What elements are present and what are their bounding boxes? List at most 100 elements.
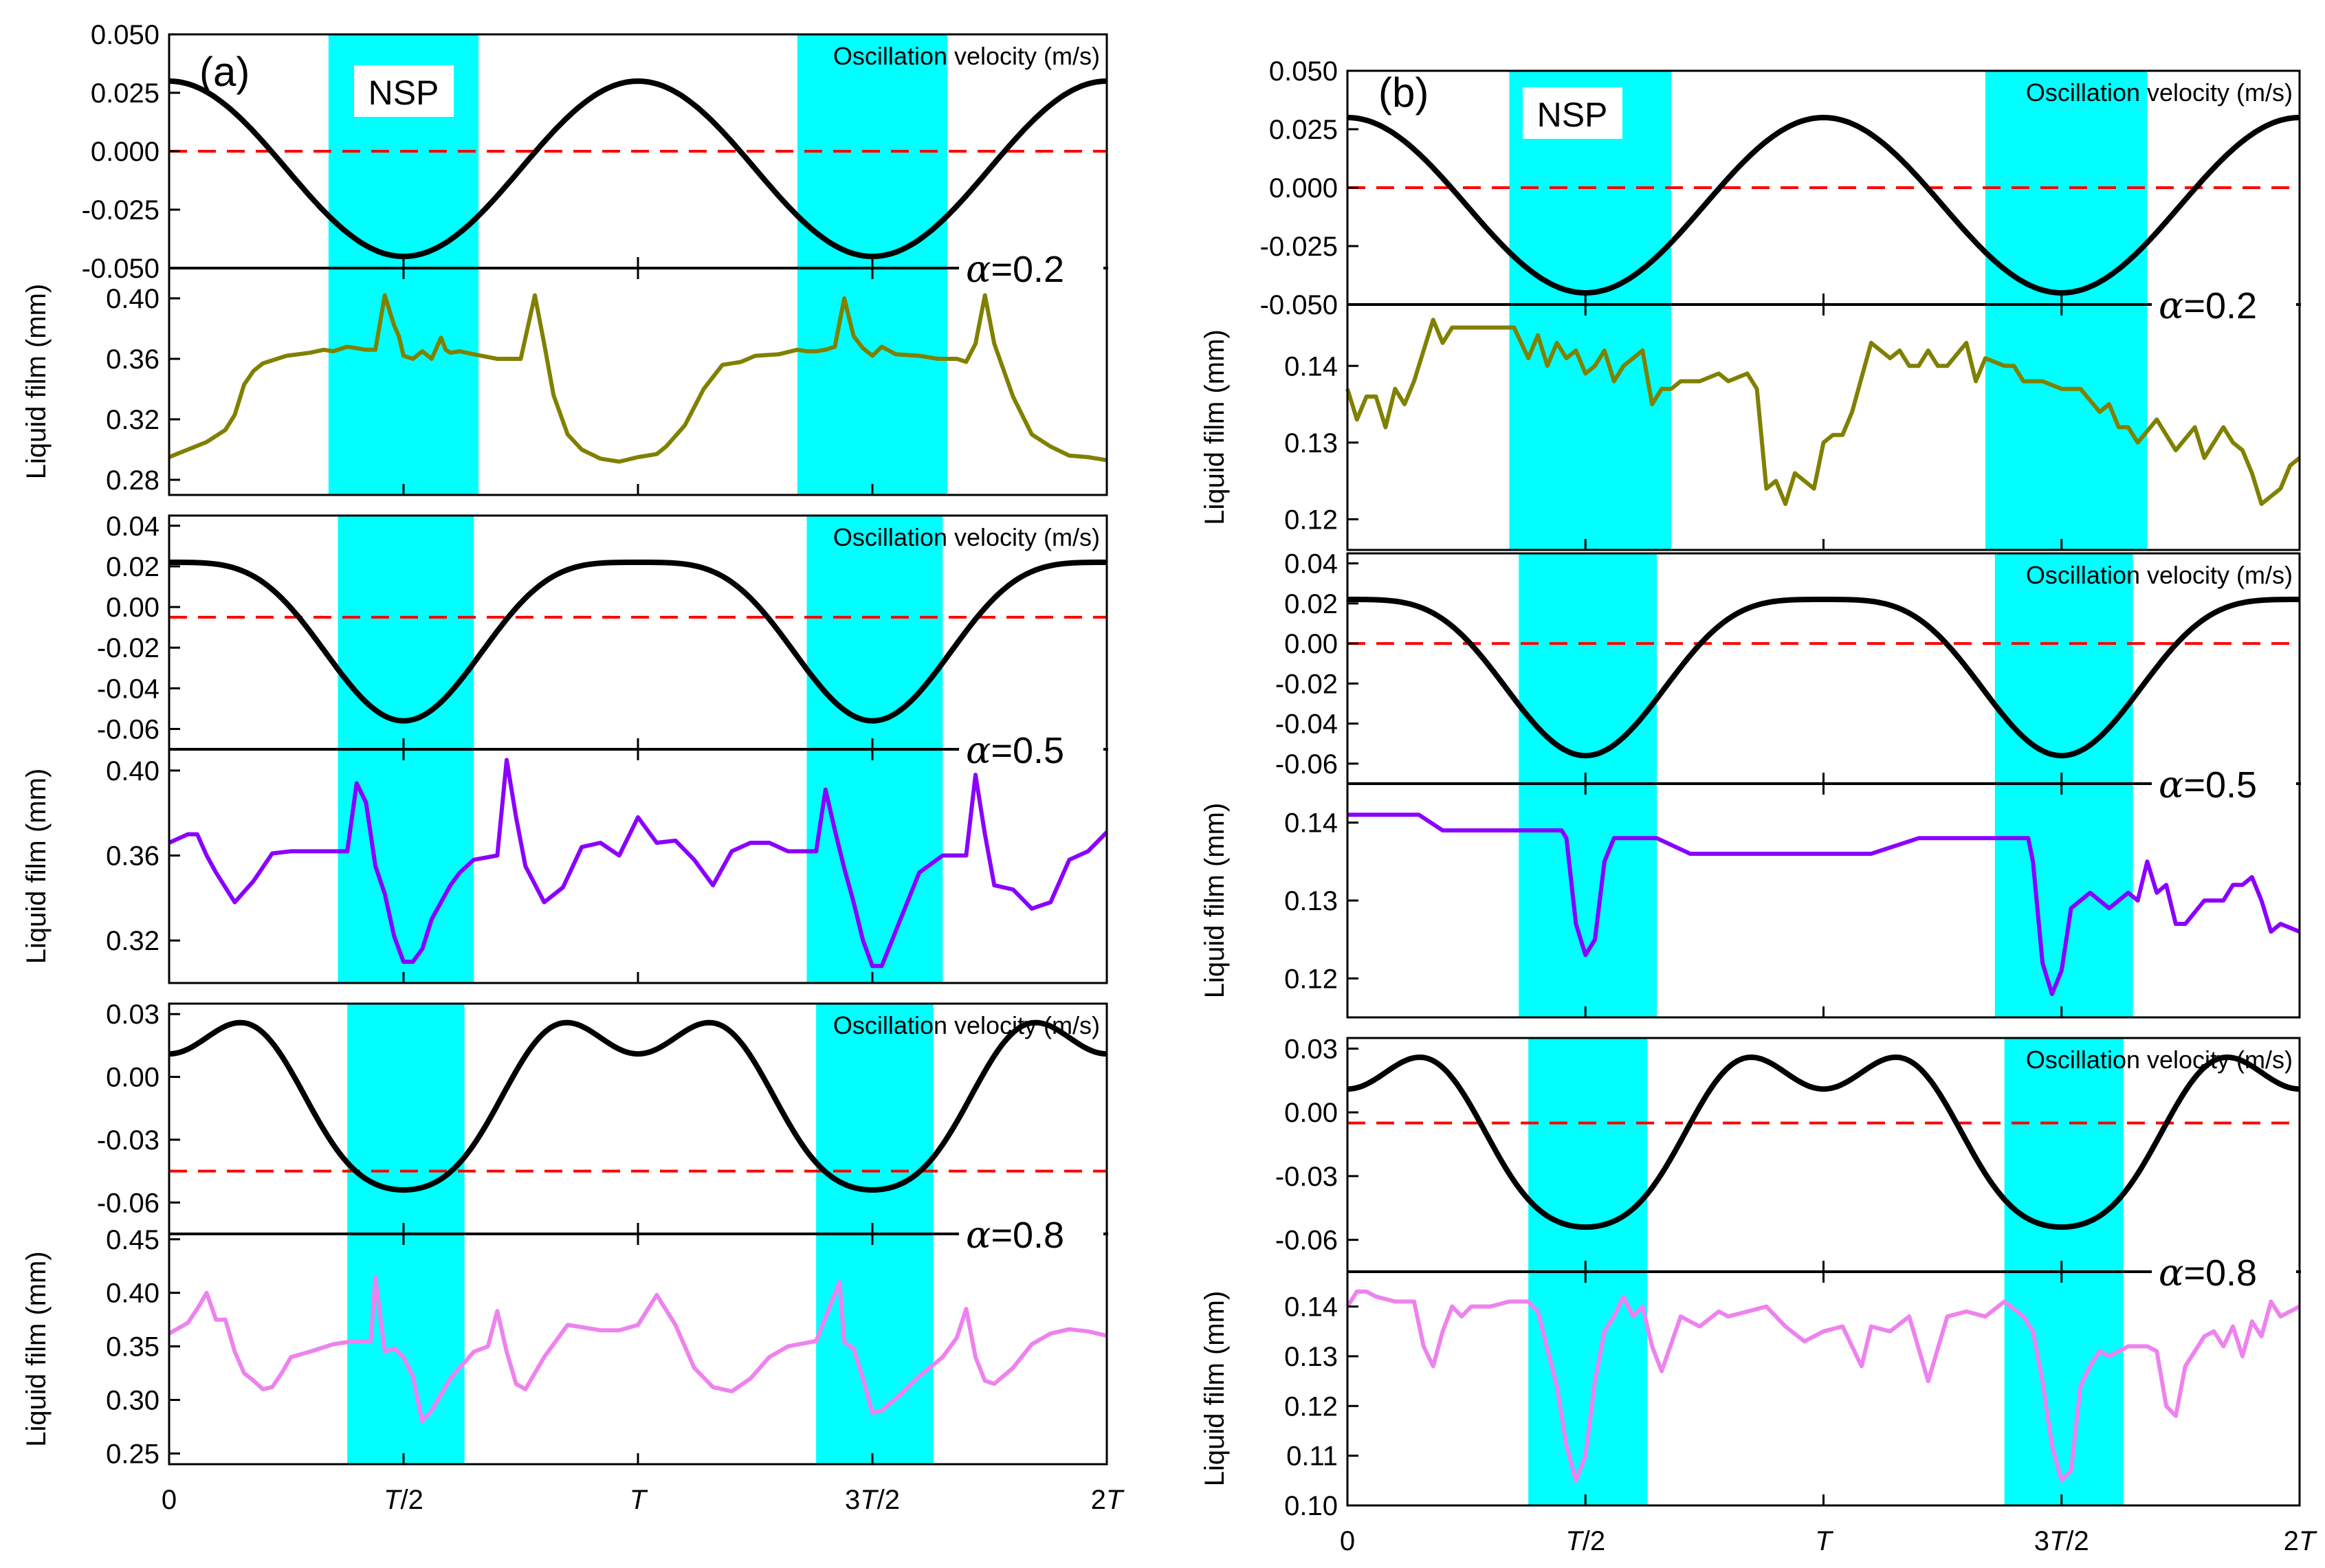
film-axis-label: Liquid film (mm) <box>21 769 52 964</box>
film-tick-label: 0.13 <box>1284 886 1338 916</box>
film-tick-label: 0.10 <box>1284 1491 1338 1521</box>
alpha-label: α=0.5 <box>966 729 1064 772</box>
film-axis-label: Liquid film (mm) <box>1200 1291 1230 1486</box>
nsp-label-text: NSP <box>1537 96 1608 134</box>
velocity-tick-label: -0.050 <box>82 254 159 284</box>
velocity-tick-label: -0.050 <box>1260 290 1338 320</box>
velocity-curve <box>1347 597 2300 759</box>
velocity-curve <box>169 560 1107 724</box>
subplot-row-2: 0.04 0.02 0.00 -0.02 -0.04 -0.06 0.14 0.13 0.12 O… <box>1200 549 2301 1019</box>
x-tick-label-2: T <box>630 1485 648 1515</box>
velocity-tick-label: -0.04 <box>97 674 159 704</box>
liquid-film-curve <box>1345 1289 2301 1483</box>
velocity-series-title: Oscillation velocity (m/s) <box>2026 561 2293 589</box>
liquid-film-curve <box>1347 813 2301 996</box>
x-tick-label-1: T/2 <box>384 1485 423 1515</box>
velocity-tick-label: 0.000 <box>91 137 159 167</box>
x-tick-label-2: T <box>1815 1526 1833 1556</box>
velocity-tick-label: -0.02 <box>97 633 159 663</box>
velocity-tick-label: -0.03 <box>97 1125 159 1156</box>
alpha-label-background <box>2152 1251 2296 1292</box>
nsp-label: NSP <box>354 65 454 117</box>
film-tick-label: 0.12 <box>1284 505 1338 535</box>
film-tick-label: 0.12 <box>1284 1391 1338 1422</box>
velocity-tick-label: 0.00 <box>106 593 159 623</box>
nsp-label-background <box>1523 87 1622 139</box>
nsp-label-text: NSP <box>368 74 439 112</box>
nsp-band-2 <box>1985 71 2148 550</box>
film-tick-label: 0.25 <box>106 1439 159 1469</box>
velocity-tick-label: -0.06 <box>1275 749 1338 780</box>
panel-a: 0.0500.0250.000-0.025-0.0500.400.360.320… <box>21 20 1125 1515</box>
film-tick-label: 0.45 <box>106 1225 159 1255</box>
velocity-series-title: Oscillation velocity (m/s) <box>833 1011 1100 1039</box>
velocity-tick-label: 0.03 <box>106 1000 159 1030</box>
nsp-band-1 <box>1519 553 1657 1017</box>
film-tick-label: 0.14 <box>1284 808 1338 839</box>
velocity-tick-label: -0.03 <box>1275 1162 1338 1192</box>
film-tick-label: 0.40 <box>106 284 159 314</box>
film-tick-label: 0.40 <box>106 756 159 786</box>
alpha-label-background <box>959 1213 1103 1255</box>
velocity-curve <box>1347 114 2300 296</box>
x-tick-label-0: 0 <box>1340 1526 1355 1556</box>
nsp-label: NSP <box>1523 87 1622 139</box>
velocity-tick-label: 0.025 <box>91 78 159 109</box>
film-tick-label: 0.32 <box>106 405 159 435</box>
velocity-series-title: Oscillation velocity (m/s) <box>833 523 1100 551</box>
velocity-tick-label: 0.050 <box>1269 56 1338 87</box>
alpha-label: α=0.2 <box>2159 284 2257 327</box>
alpha-label: α=0.8 <box>2159 1251 2257 1294</box>
film-tick-label: 0.36 <box>106 344 159 375</box>
velocity-series-title: Oscillation velocity (m/s) <box>2026 78 2293 107</box>
x-tick-label-0: 0 <box>162 1485 177 1515</box>
alpha-label-background <box>959 247 1103 289</box>
alpha-label: α=0.8 <box>966 1213 1064 1257</box>
film-tick-label: 0.13 <box>1284 1342 1338 1372</box>
film-tick-label: 0.35 <box>106 1332 159 1362</box>
subplot-row-3: 0.03 0.00 -0.03 -0.06 0.14 0.13 0.12 0.11 0.10 Os… <box>1200 1034 2301 1521</box>
liquid-film-curve <box>168 758 1109 969</box>
x-tick-label-3: 3T/2 <box>2034 1526 2089 1556</box>
film-tick-label: 0.11 <box>1286 1442 1338 1472</box>
alpha-label-background <box>959 729 1103 770</box>
velocity-curve <box>1347 1054 2300 1230</box>
liquid-film-curve <box>168 293 1108 464</box>
velocity-tick-label: 0.02 <box>1284 589 1338 619</box>
velocity-tick-label: 0.00 <box>1284 1098 1338 1128</box>
film-tick-label: 0.12 <box>1284 964 1338 994</box>
velocity-series-title: Oscillation velocity (m/s) <box>2026 1046 2293 1074</box>
velocity-tick-label: -0.06 <box>97 1188 159 1218</box>
velocity-tick-label: 0.04 <box>1284 549 1338 579</box>
velocity-tick-label: 0.000 <box>1269 173 1338 203</box>
film-tick-label: 0.30 <box>106 1386 159 1416</box>
velocity-tick-label: -0.025 <box>82 195 159 225</box>
velocity-tick-label: 0.04 <box>106 511 159 542</box>
film-tick-label: 0.40 <box>106 1279 159 1309</box>
velocity-tick-label: 0.00 <box>1284 629 1338 659</box>
panel-b: 0.0500.0250.000-0.025-0.0500.140.130.12O… <box>1200 56 2317 1556</box>
film-tick-label: 0.14 <box>1284 351 1338 382</box>
film-axis-label: Liquid film (mm) <box>21 1251 52 1446</box>
x-tick-label-4: 2T <box>1091 1485 1125 1515</box>
velocity-tick-label: -0.06 <box>97 714 159 744</box>
velocity-tick-label: -0.04 <box>1275 709 1338 740</box>
velocity-tick-label: -0.025 <box>1260 232 1338 262</box>
liquid-film-curve <box>1345 318 2301 507</box>
velocity-tick-label: 0.03 <box>1284 1034 1338 1064</box>
velocity-curve <box>168 1019 1108 1193</box>
nsp-label-background <box>354 65 454 117</box>
alpha-label: α=0.5 <box>2159 763 2257 806</box>
velocity-tick-label: 0.02 <box>106 552 159 582</box>
film-axis-label: Liquid film (mm) <box>1200 329 1230 524</box>
film-tick-label: 0.14 <box>1284 1292 1338 1323</box>
alpha-label-background <box>2152 763 2296 804</box>
panel-tag: (a) <box>199 49 250 95</box>
film-tick-label: 0.36 <box>106 841 159 872</box>
alpha-label-background <box>2152 284 2296 325</box>
film-tick-label: 0.32 <box>106 926 159 956</box>
subplot-row-1: 0.050 0.025 0.000 -0.025 -0.050 0.14 0.13 0.12 O… <box>1200 56 2301 551</box>
velocity-tick-label: 0.050 <box>91 20 159 50</box>
film-axis-label: Liquid film (mm) <box>21 284 52 479</box>
